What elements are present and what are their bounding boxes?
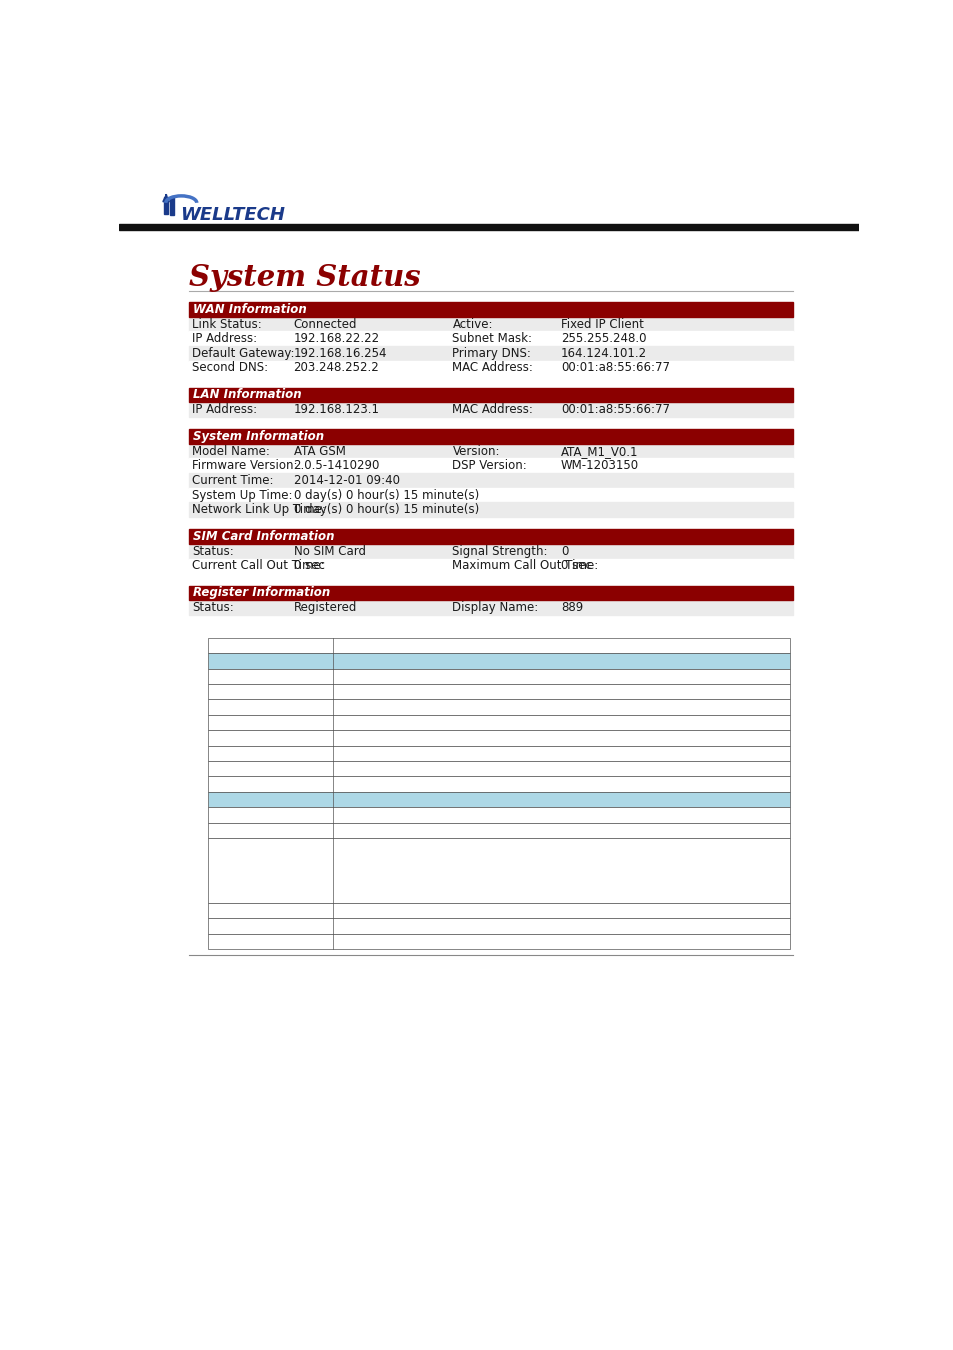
Text: Active:: Active:: [452, 317, 493, 331]
Text: Registered: Registered: [294, 601, 356, 614]
Text: WM-1203150: WM-1203150: [560, 459, 639, 472]
Bar: [208, 699, 789, 716]
Text: 0 day(s) 0 hour(s) 15 minute(s): 0 day(s) 0 hour(s) 15 minute(s): [294, 504, 478, 516]
Text: Firmware Version:: Firmware Version:: [192, 459, 297, 472]
Text: System Up Time:: System Up Time:: [192, 489, 293, 502]
Bar: [119, 224, 858, 230]
Text: Current Call Out Time:: Current Call Out Time:: [192, 559, 325, 572]
Bar: [208, 684, 789, 699]
Text: WAN Information: WAN Information: [193, 302, 306, 316]
Bar: [208, 934, 789, 949]
Text: 192.168.16.254: 192.168.16.254: [294, 347, 387, 360]
Bar: [189, 331, 793, 346]
Bar: [208, 716, 789, 730]
Text: SIM Card Information: SIM Card Information: [193, 531, 334, 543]
Text: Second DNS:: Second DNS:: [192, 362, 268, 374]
Bar: [189, 302, 793, 317]
Bar: [189, 429, 793, 444]
Text: Current Time:: Current Time:: [192, 474, 274, 487]
Bar: [189, 472, 793, 487]
Bar: [208, 903, 789, 918]
Bar: [189, 360, 793, 375]
Bar: [171, 197, 174, 215]
Text: 2014-12-01 09:40: 2014-12-01 09:40: [294, 474, 399, 487]
Text: MAC Address:: MAC Address:: [452, 362, 533, 374]
Text: Signal Strength:: Signal Strength:: [452, 545, 547, 558]
Bar: [189, 346, 793, 360]
Text: 192.168.123.1: 192.168.123.1: [294, 404, 379, 416]
Bar: [208, 745, 789, 761]
Bar: [208, 838, 789, 903]
Bar: [208, 776, 789, 792]
Text: 255.255.248.0: 255.255.248.0: [560, 332, 646, 346]
Bar: [189, 502, 793, 517]
Bar: [189, 529, 793, 544]
Text: Version:: Version:: [452, 444, 499, 458]
Text: IP Address:: IP Address:: [192, 404, 257, 416]
Bar: [208, 792, 789, 807]
Bar: [189, 317, 793, 331]
Bar: [208, 761, 789, 776]
Bar: [189, 559, 793, 574]
Text: Model Name:: Model Name:: [192, 444, 270, 458]
Text: 192.168.22.22: 192.168.22.22: [294, 332, 379, 346]
Bar: [208, 807, 789, 822]
Text: 164.124.101.2: 164.124.101.2: [560, 347, 646, 360]
Bar: [189, 487, 793, 502]
Bar: [208, 653, 789, 668]
Text: WELLTECH: WELLTECH: [179, 207, 284, 224]
Bar: [189, 402, 793, 417]
Bar: [189, 444, 793, 459]
Text: Display Name:: Display Name:: [452, 601, 538, 614]
Text: 00:01:a8:55:66:77: 00:01:a8:55:66:77: [560, 362, 669, 374]
Bar: [208, 730, 789, 745]
Bar: [208, 637, 789, 653]
Text: 0 sec: 0 sec: [560, 559, 591, 572]
Text: 0 day(s) 0 hour(s) 15 minute(s): 0 day(s) 0 hour(s) 15 minute(s): [294, 489, 478, 502]
Text: System Status: System Status: [189, 263, 420, 292]
Bar: [189, 459, 793, 472]
Text: Default Gateway:: Default Gateway:: [192, 347, 294, 360]
Bar: [189, 387, 793, 402]
Text: 2.0.5-1410290: 2.0.5-1410290: [294, 459, 379, 472]
Text: Status:: Status:: [192, 545, 233, 558]
Text: 00:01:a8:55:66:77: 00:01:a8:55:66:77: [560, 404, 669, 416]
Bar: [208, 668, 789, 684]
Bar: [189, 544, 793, 559]
Text: IP Address:: IP Address:: [192, 332, 257, 346]
Text: 203.248.252.2: 203.248.252.2: [294, 362, 379, 374]
Text: Fixed IP Client: Fixed IP Client: [560, 317, 643, 331]
Text: 0: 0: [560, 545, 568, 558]
Text: Maximum Call Out Time:: Maximum Call Out Time:: [452, 559, 598, 572]
Text: ATA_M1_V0.1: ATA_M1_V0.1: [560, 444, 638, 458]
Text: Connected: Connected: [294, 317, 356, 331]
Text: No SIM Card: No SIM Card: [294, 545, 365, 558]
Text: Subnet Mask:: Subnet Mask:: [452, 332, 532, 346]
Text: Primary DNS:: Primary DNS:: [452, 347, 531, 360]
Text: Network Link Up Time:: Network Link Up Time:: [192, 504, 326, 516]
Text: Status:: Status:: [192, 601, 233, 614]
Text: System Information: System Information: [193, 431, 324, 443]
Bar: [189, 586, 793, 601]
Text: ATA GSM: ATA GSM: [294, 444, 345, 458]
Text: LAN Information: LAN Information: [193, 389, 301, 401]
Text: MAC Address:: MAC Address:: [452, 404, 533, 416]
Text: 889: 889: [560, 601, 582, 614]
Bar: [164, 197, 168, 213]
Text: Link Status:: Link Status:: [192, 317, 261, 331]
Bar: [189, 601, 793, 614]
Bar: [208, 918, 789, 934]
Text: Register Information: Register Information: [193, 586, 330, 599]
Bar: [208, 822, 789, 838]
Text: DSP Version:: DSP Version:: [452, 459, 527, 472]
Text: 0 sec: 0 sec: [294, 559, 324, 572]
